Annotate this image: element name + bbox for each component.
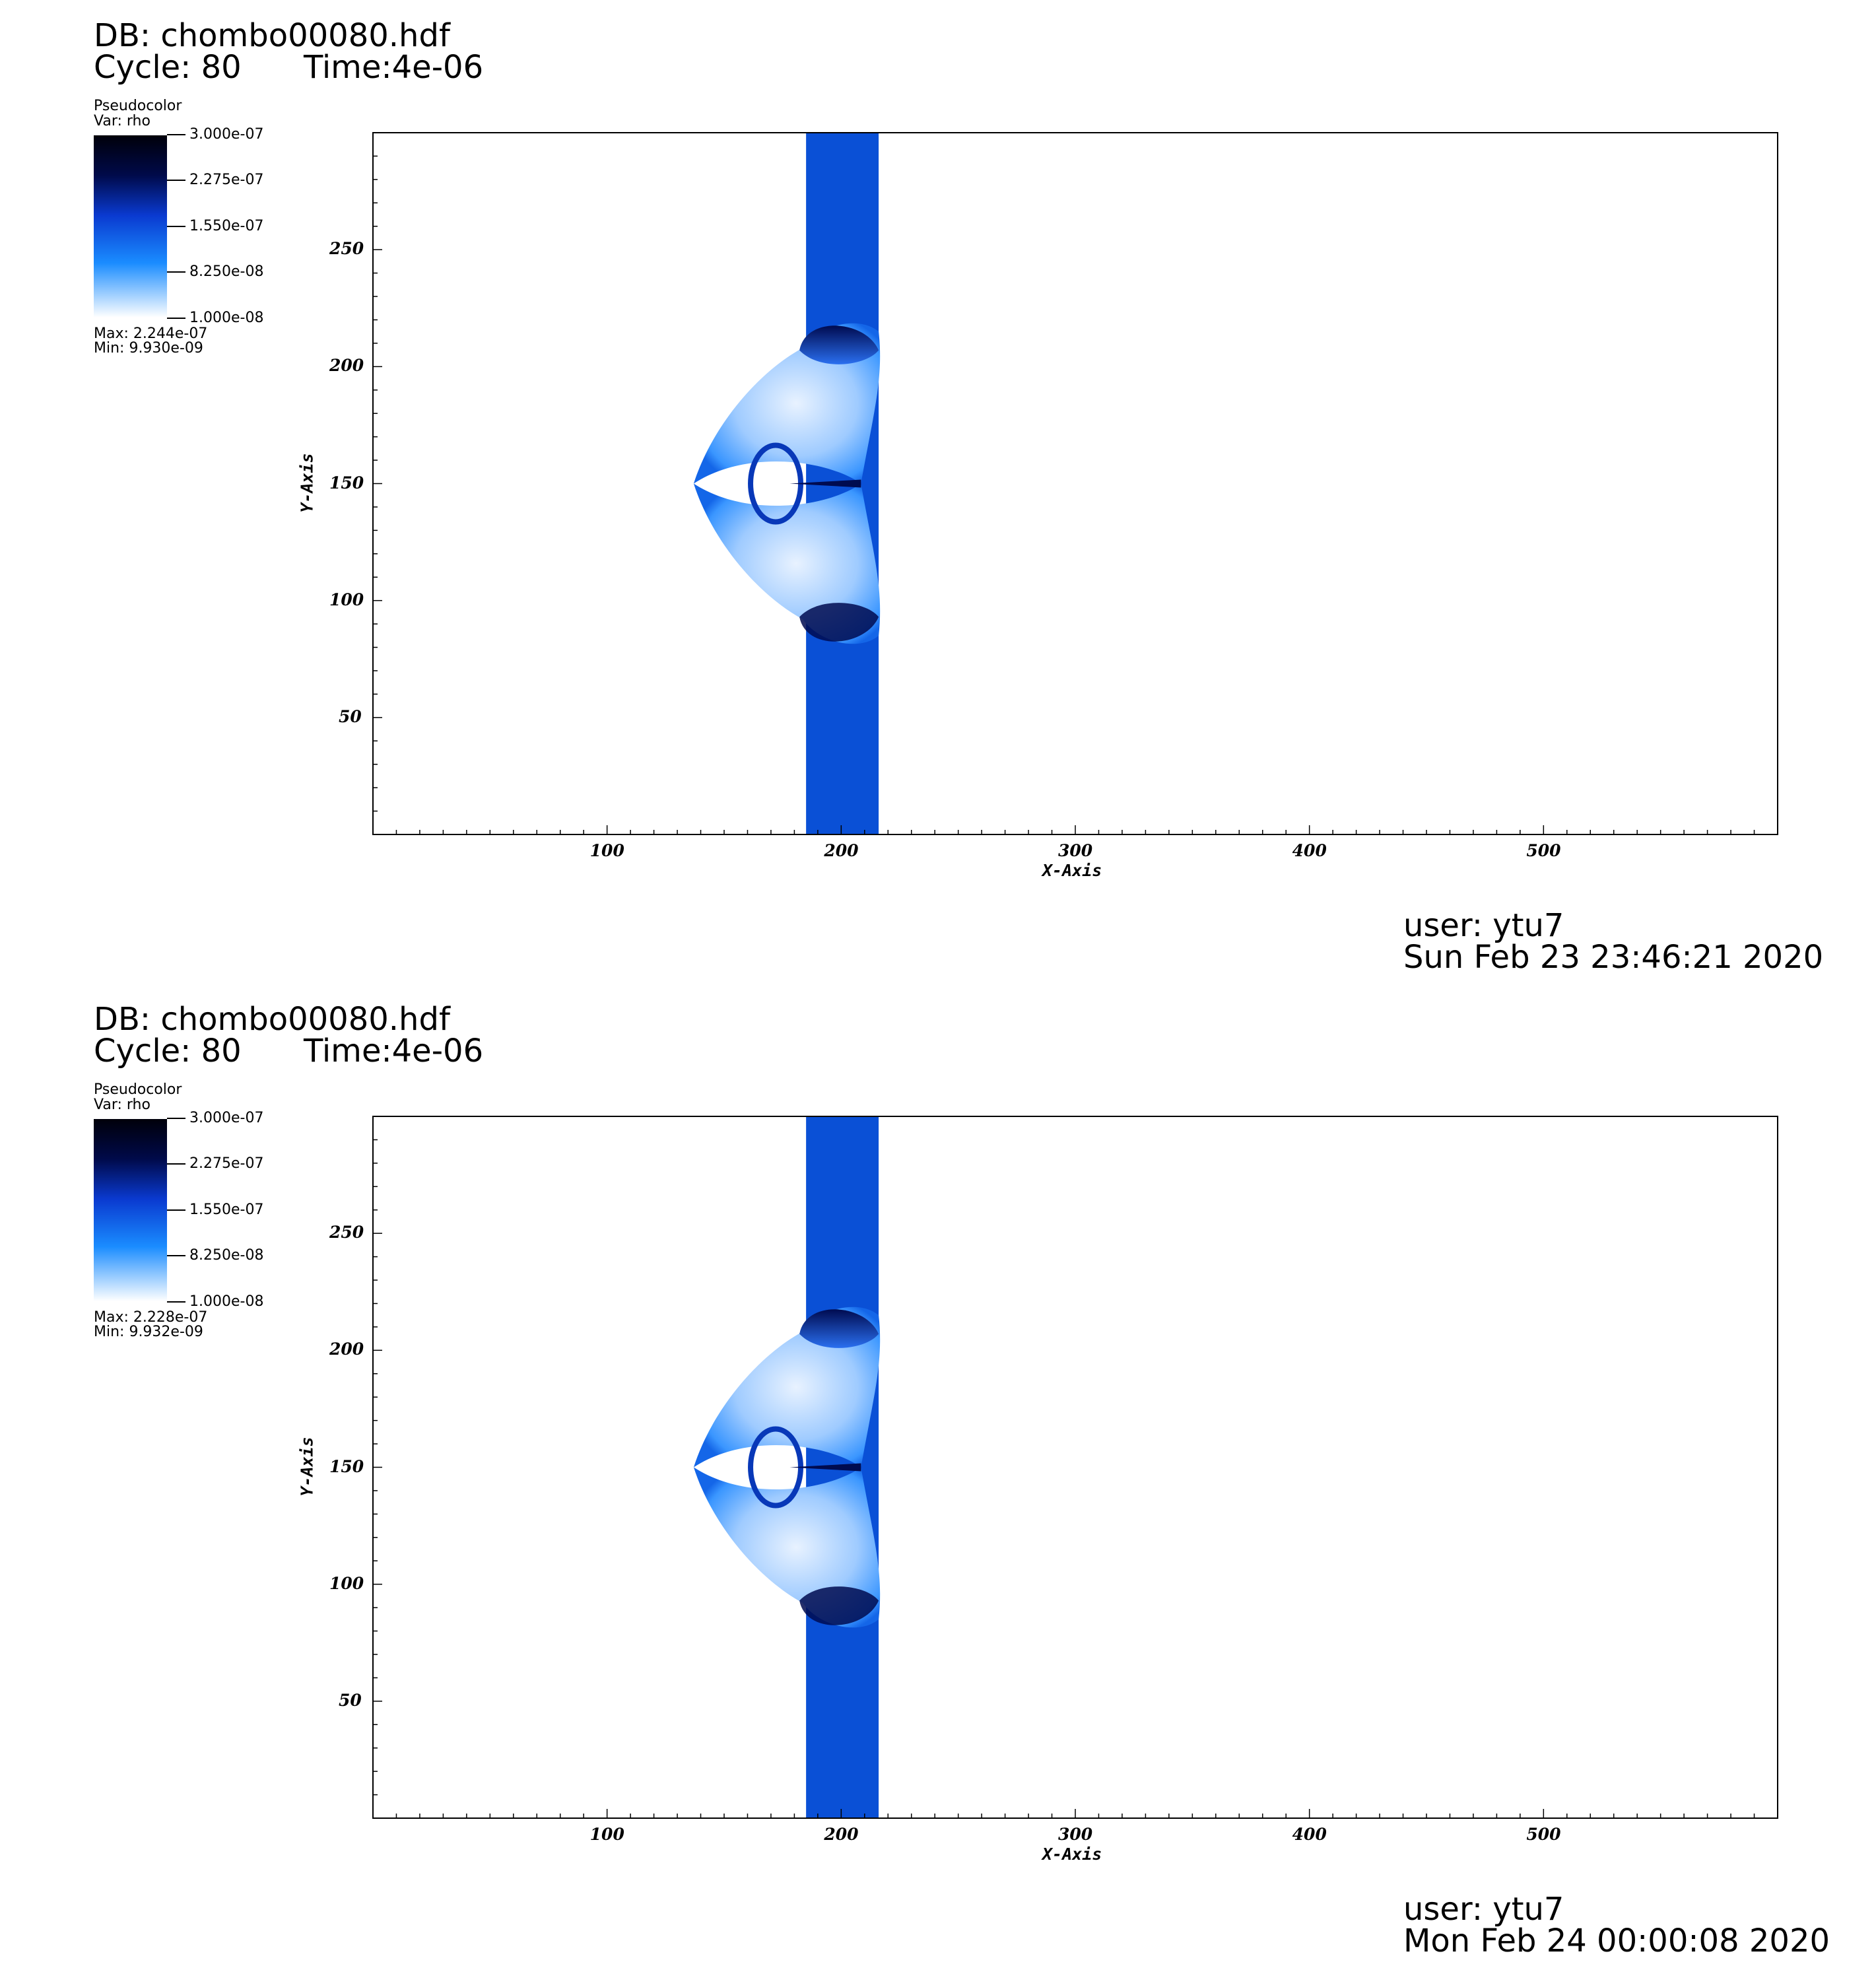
colorbar-label: 1.550e-07 [189, 1202, 264, 1218]
colorbar-tick [167, 134, 185, 135]
colorbar-tick [167, 1209, 185, 1211]
legend-min: Min: 9.932e-09 [94, 1324, 203, 1340]
y-axis-title: Y-Axis [297, 1436, 317, 1497]
colorbar-label: 1.550e-07 [189, 218, 264, 234]
colorbar-label: 3.000e-07 [189, 1110, 264, 1126]
x-tick-label: 400 [1292, 1825, 1327, 1844]
colorbar-tick [167, 1301, 185, 1303]
y-tick-label: 50 [339, 1690, 362, 1710]
colorbar-label: 1.000e-08 [189, 1293, 264, 1310]
x-tick-label: 500 [1526, 841, 1561, 860]
legend-plot-type: Pseudocolor [94, 98, 182, 114]
vortex-jet [789, 479, 861, 488]
heatmap-svg [372, 1116, 1778, 1819]
colorbar-tick [167, 1118, 185, 1119]
x-axis-title: X-Axis [1042, 1845, 1102, 1864]
x-tick-label: 400 [1292, 841, 1327, 860]
colorbar-tick [167, 318, 185, 319]
plot-frame [372, 132, 1778, 835]
colorbar-tick [167, 180, 185, 181]
colorbar-label: 8.250e-08 [189, 263, 264, 280]
y-tick-label: 150 [329, 473, 364, 493]
x-tick-label: 200 [824, 841, 859, 860]
datetime-label: Sun Feb 23 23:46:21 2020 [1403, 939, 1824, 976]
legend-max: Max: 2.228e-07 [94, 1309, 208, 1326]
colorbar [94, 1119, 167, 1301]
shock-cap-upper [799, 325, 879, 364]
plot-frame [372, 1116, 1778, 1819]
colorbar-label: 2.275e-07 [189, 1155, 264, 1172]
shock-cap-lower [799, 1586, 879, 1625]
x-tick-label: 100 [589, 1825, 624, 1844]
colorbar-label: 3.000e-07 [189, 126, 264, 143]
x-tick-label: 300 [1058, 1825, 1093, 1844]
y-tick-label: 250 [329, 1223, 364, 1242]
x-axis-title: X-Axis [1042, 861, 1102, 880]
colorbar-label: 1.000e-08 [189, 310, 264, 326]
heatmap-svg [372, 132, 1778, 835]
db-title: DB: chombo00080.hdf [94, 17, 450, 54]
legend-var: Var: rho [94, 113, 151, 129]
legend-max: Max: 2.244e-07 [94, 325, 208, 342]
colorbar-tick [167, 226, 185, 227]
datetime-label: Mon Feb 24 00:00:08 2020 [1403, 1922, 1830, 1959]
time-label: Time:4e-06 [304, 1033, 484, 1070]
y-tick-label: 150 [329, 1456, 364, 1476]
y-tick-label: 200 [329, 1340, 364, 1359]
time-label: Time:4e-06 [304, 49, 484, 86]
cycle-label: Cycle: 80 [94, 1033, 242, 1070]
user-label: user: ytu7 [1403, 1891, 1564, 1928]
colorbar-tick [167, 1255, 185, 1256]
x-tick-label: 100 [589, 841, 624, 860]
y-axis-title: Y-Axis [297, 452, 317, 513]
shock-cap-lower [799, 603, 879, 642]
shock-cap-upper [799, 1309, 879, 1348]
y-tick-label: 100 [329, 1573, 364, 1593]
y-tick-label: 100 [329, 590, 364, 609]
x-tick-label: 300 [1058, 841, 1093, 860]
y-tick-label: 200 [329, 356, 364, 376]
legend-min: Min: 9.930e-09 [94, 340, 203, 357]
visit-panel-2: DB: chombo00080.hdf Cycle: 80 Time:4e-06… [0, 984, 1876, 1969]
x-tick-label: 200 [824, 1825, 859, 1844]
user-label: user: ytu7 [1403, 907, 1564, 944]
plot-area: 100 200 300 400 500 50 100 150 200 250 X-Axis Y-Axi… [298, 132, 1778, 880]
cycle-label: Cycle: 80 [94, 49, 242, 86]
y-tick-label: 250 [329, 239, 364, 259]
legend-plot-type: Pseudocolor [94, 1081, 182, 1098]
legend-var: Var: rho [94, 1097, 151, 1113]
x-tick-label: 500 [1526, 1825, 1561, 1844]
colorbar-label: 2.275e-07 [189, 172, 264, 188]
plot-area: 100 200 300 400 500 50 100 150 200 250 X-Axis Y-Axi… [298, 1116, 1778, 1864]
db-title: DB: chombo00080.hdf [94, 1001, 450, 1038]
colorbar-tick [167, 271, 185, 273]
y-tick-label: 50 [339, 706, 362, 726]
visit-panel-1: DB: chombo00080.hdf Cycle: 80 Time:4e-06… [94, 17, 1824, 976]
colorbar-tick [167, 1163, 185, 1165]
colorbar-label: 8.250e-08 [189, 1247, 264, 1264]
vortex-jet [789, 1463, 861, 1472]
colorbar [94, 135, 167, 318]
